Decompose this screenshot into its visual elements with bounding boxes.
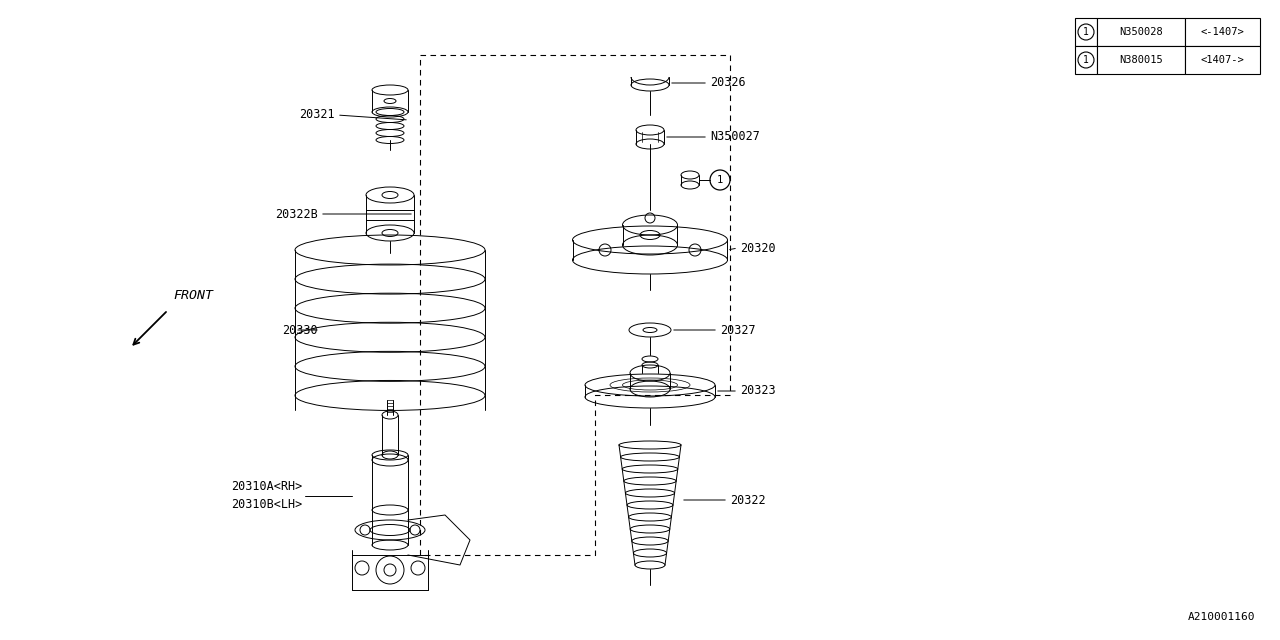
Text: <-1407>: <-1407> <box>1201 27 1244 37</box>
Text: <1407->: <1407-> <box>1201 55 1244 65</box>
Bar <box>1097 46 1185 74</box>
Text: A210001160: A210001160 <box>1188 612 1254 622</box>
Text: 20322B: 20322B <box>275 207 317 221</box>
Text: N380015: N380015 <box>1119 55 1162 65</box>
Bar <box>1075 18 1097 46</box>
Text: 20322: 20322 <box>730 493 765 506</box>
Text: 1: 1 <box>1083 55 1089 65</box>
Text: 1: 1 <box>1083 27 1089 37</box>
Text: 20310B<LH>: 20310B<LH> <box>230 499 302 511</box>
Text: 20327: 20327 <box>719 323 755 337</box>
Text: 20321: 20321 <box>300 109 335 122</box>
Bar <box>1185 46 1260 74</box>
Bar <box>1185 18 1260 46</box>
Bar <box>1075 46 1097 74</box>
Text: FRONT: FRONT <box>173 289 212 302</box>
Bar <box>1097 18 1185 46</box>
Text: 20320: 20320 <box>740 241 776 255</box>
Text: 20330: 20330 <box>283 323 317 337</box>
Text: 1: 1 <box>717 175 723 185</box>
Text: N350027: N350027 <box>710 131 760 143</box>
Text: 20310A<RH>: 20310A<RH> <box>230 481 302 493</box>
Text: 20326: 20326 <box>710 77 746 90</box>
Text: N350028: N350028 <box>1119 27 1162 37</box>
Text: 20323: 20323 <box>740 385 776 397</box>
